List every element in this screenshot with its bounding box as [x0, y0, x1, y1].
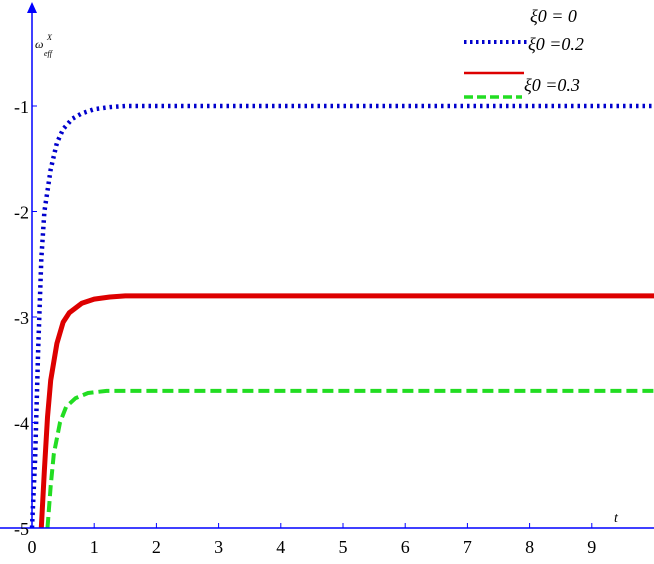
- series-group: [29, 103, 654, 529]
- x-tick-label: 7: [463, 537, 472, 557]
- x-tick-label: 1: [90, 537, 99, 557]
- x-tick-label: 8: [525, 537, 534, 557]
- y-axis-label-main: ω: [35, 37, 43, 51]
- series-line-2: [45, 388, 654, 529]
- legend-item-0: ξ0 = 0: [464, 6, 577, 44]
- y-axis-label-sub: eff: [44, 49, 54, 58]
- y-axis-label: ω X eff: [35, 33, 54, 58]
- y-tick-label: -3: [14, 308, 29, 328]
- legend-label-2: ξ0 =0.3: [524, 75, 580, 95]
- legend: ξ0 = 0 ξ0 =0.2 ξ0 =0.3: [464, 6, 584, 99]
- y-axis: [27, 2, 37, 528]
- legend-label-1: ξ0 =0.2: [528, 34, 584, 54]
- y-axis-label-sup: X: [46, 33, 53, 42]
- legend-item-1: ξ0 =0.2: [464, 34, 584, 75]
- x-axis-label: t: [614, 511, 619, 526]
- x-tick-label: 0: [28, 537, 37, 557]
- x-tick-label: 3: [214, 537, 223, 557]
- y-tick-label: -2: [14, 203, 29, 223]
- x-tick-label: 2: [152, 537, 161, 557]
- series-line-1: [38, 293, 654, 529]
- legend-label-0: ξ0 = 0: [530, 6, 577, 26]
- x-tick-label: 6: [401, 537, 410, 557]
- y-ticks: -5 -4 -3 -2 -1: [14, 97, 37, 539]
- y-tick-label: -5: [14, 519, 29, 539]
- x-tick-label: 5: [339, 537, 348, 557]
- x-tick-label: 4: [276, 537, 285, 557]
- y-tick-label: -1: [14, 97, 29, 117]
- legend-item-2: ξ0 =0.3: [464, 75, 580, 99]
- y-axis-arrow-icon: [27, 2, 37, 13]
- x-ticks: 0 1 2 3 4 5 6 7 8 9: [28, 523, 596, 557]
- y-tick-label: -4: [14, 414, 29, 434]
- series-line-0: [29, 103, 654, 529]
- x-tick-label: 9: [587, 537, 596, 557]
